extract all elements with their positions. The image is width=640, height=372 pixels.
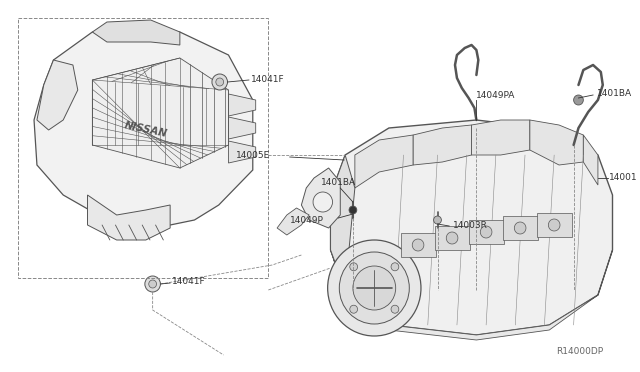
Circle shape <box>515 222 526 234</box>
Polygon shape <box>472 120 530 155</box>
Text: 14005E: 14005E <box>236 151 271 160</box>
Circle shape <box>212 74 227 90</box>
Polygon shape <box>537 213 572 237</box>
Polygon shape <box>355 135 413 188</box>
Circle shape <box>339 252 410 324</box>
Polygon shape <box>435 226 470 250</box>
Circle shape <box>391 305 399 313</box>
Circle shape <box>313 192 333 212</box>
Polygon shape <box>401 233 436 257</box>
Polygon shape <box>330 155 355 290</box>
Polygon shape <box>88 195 170 240</box>
Circle shape <box>391 263 399 271</box>
Circle shape <box>349 206 357 214</box>
Circle shape <box>446 232 458 244</box>
Polygon shape <box>502 216 538 240</box>
Polygon shape <box>330 250 612 340</box>
Polygon shape <box>330 120 612 335</box>
Text: 14041F: 14041F <box>251 74 284 83</box>
Circle shape <box>480 226 492 238</box>
Text: NISSAN: NISSAN <box>124 121 168 140</box>
Polygon shape <box>468 220 504 244</box>
Text: 14001: 14001 <box>609 173 637 182</box>
Polygon shape <box>34 32 253 228</box>
Polygon shape <box>301 168 340 228</box>
Polygon shape <box>530 120 583 165</box>
Polygon shape <box>228 141 256 163</box>
Text: 14049P: 14049P <box>290 215 324 224</box>
Text: R14000DP: R14000DP <box>556 347 603 356</box>
Polygon shape <box>583 135 598 185</box>
Circle shape <box>350 263 358 271</box>
Circle shape <box>350 305 358 313</box>
Circle shape <box>328 240 421 336</box>
Bar <box>17 18 268 278</box>
Text: 14003R: 14003R <box>453 221 488 230</box>
Polygon shape <box>413 125 472 165</box>
Text: 14049PA: 14049PA <box>476 90 516 99</box>
Polygon shape <box>37 60 78 130</box>
Circle shape <box>148 280 157 288</box>
Circle shape <box>548 219 560 231</box>
Polygon shape <box>228 117 256 139</box>
Text: 1401BA: 1401BA <box>597 89 632 97</box>
Circle shape <box>434 216 442 224</box>
Circle shape <box>412 239 424 251</box>
Text: 1401BA: 1401BA <box>321 177 356 186</box>
Circle shape <box>353 266 396 310</box>
Circle shape <box>216 78 223 86</box>
Polygon shape <box>92 58 228 168</box>
Circle shape <box>573 95 583 105</box>
Polygon shape <box>228 94 256 116</box>
Circle shape <box>145 276 161 292</box>
Polygon shape <box>92 20 180 45</box>
Text: 14041F: 14041F <box>172 278 205 286</box>
Polygon shape <box>277 208 309 235</box>
